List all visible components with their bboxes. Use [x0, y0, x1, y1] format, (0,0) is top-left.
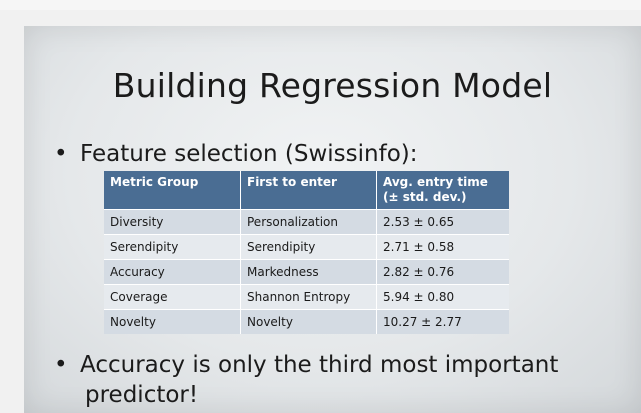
header-avg-entry-time: Avg. entry time (± std. dev.): [376, 171, 509, 210]
cell-metric-group: Novelty: [104, 309, 241, 334]
cell-metric-group: Accuracy: [104, 259, 241, 285]
cell-metric-group: Diversity: [104, 209, 241, 235]
bullet-accuracy-note: • Accuracy is only the third most importa…: [54, 350, 614, 410]
cell-avg-entry-time: 10.27 ± 2.77: [376, 309, 509, 334]
header-first-to-enter: First to enter: [240, 171, 377, 210]
window-top-strip: [0, 0, 641, 10]
bullet-text-line2: predictor!: [85, 382, 199, 408]
table-row: Accuracy Markedness 2.82 ± 0.76: [104, 259, 509, 285]
cell-avg-entry-time: 2.53 ± 0.65: [376, 209, 509, 235]
bullet-text: Feature selection (Swissinfo):: [80, 141, 418, 167]
cell-first-to-enter: Serendipity: [240, 234, 377, 260]
header-avg-line1: Avg. entry time: [383, 175, 488, 189]
table-row: Diversity Personalization 2.53 ± 0.65: [104, 209, 509, 235]
bullet-text-line1: Accuracy is only the third most importan…: [80, 352, 559, 378]
table-row: Serendipity Serendipity 2.71 ± 0.58: [104, 234, 509, 260]
cell-first-to-enter: Personalization: [240, 209, 377, 235]
cell-avg-entry-time: 2.71 ± 0.58: [376, 234, 509, 260]
cell-avg-entry-time: 2.82 ± 0.76: [376, 259, 509, 285]
cell-metric-group: Serendipity: [104, 234, 241, 260]
cell-avg-entry-time: 5.94 ± 0.80: [376, 284, 509, 310]
cell-first-to-enter: Novelty: [240, 309, 377, 334]
cell-first-to-enter: Markedness: [240, 259, 377, 285]
cell-metric-group: Coverage: [104, 284, 241, 310]
bullet-dot-icon: •: [54, 141, 68, 167]
table-header-row: Metric Group First to enter Avg. entry t…: [104, 171, 509, 210]
table-row: Coverage Shannon Entropy 5.94 ± 0.80: [104, 284, 509, 310]
slide-title: Building Regression Model: [112, 66, 553, 105]
presentation-slide: Building Regression Model • Feature selec…: [24, 26, 641, 413]
bullet-dot-icon: •: [54, 352, 68, 378]
cell-first-to-enter: Shannon Entropy: [240, 284, 377, 310]
header-avg-line2: (± std. dev.): [383, 190, 467, 204]
bullet-feature-selection: • Feature selection (Swissinfo):: [54, 139, 418, 169]
header-metric-group: Metric Group: [104, 171, 241, 210]
table-row: Novelty Novelty 10.27 ± 2.77: [104, 309, 509, 334]
feature-selection-table: Metric Group First to enter Avg. entry t…: [104, 171, 509, 334]
